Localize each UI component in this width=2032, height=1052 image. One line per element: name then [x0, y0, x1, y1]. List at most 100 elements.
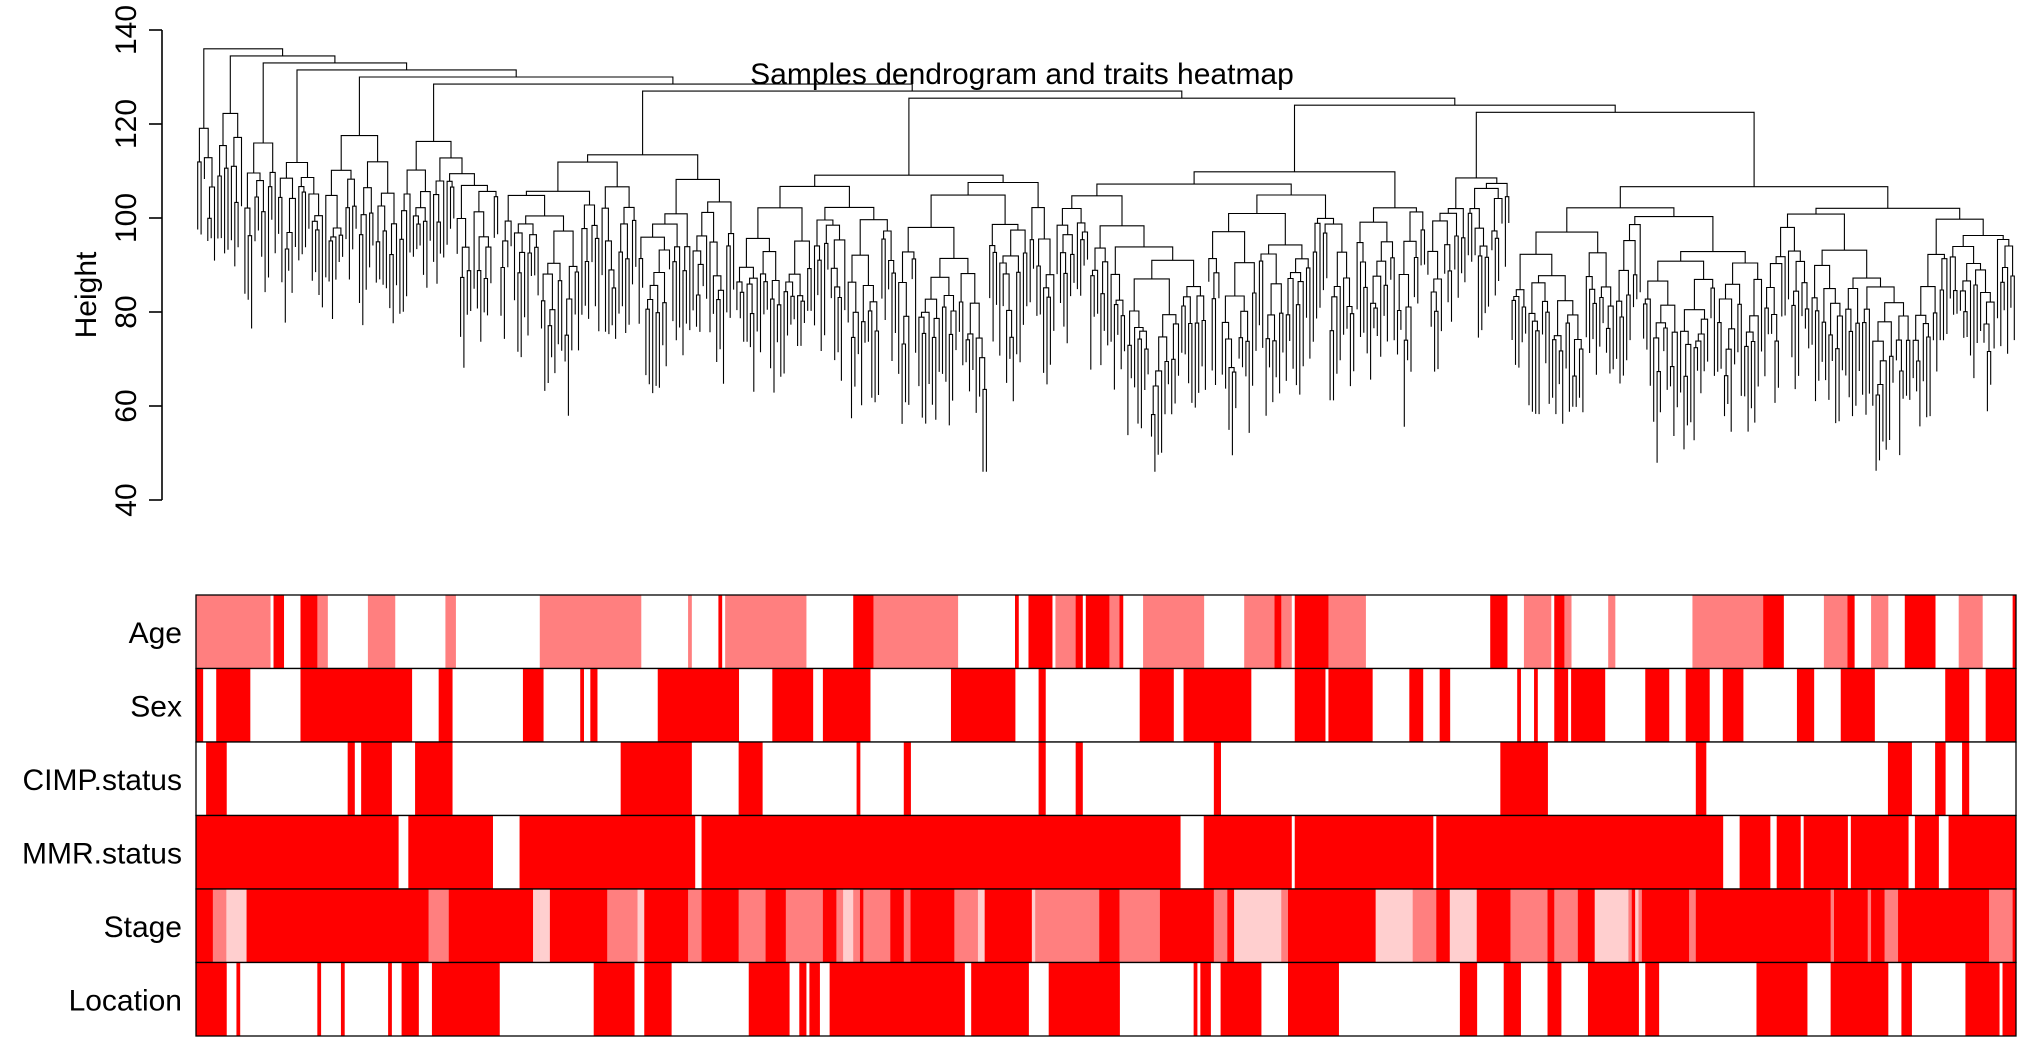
heatmap-cell	[226, 889, 247, 963]
heatmap-cell	[1281, 595, 1292, 669]
trait-label: CIMP.status	[22, 764, 182, 797]
heatmap-cell	[1183, 668, 1252, 742]
heatmap-cell	[1638, 889, 1643, 963]
heatmap-cell	[1763, 595, 1784, 669]
heatmap-cell	[1884, 889, 1899, 963]
heatmap-cell	[637, 889, 645, 963]
trait-label: Location	[69, 984, 182, 1017]
heatmap-cell	[1281, 889, 1289, 963]
heatmap-cell	[829, 962, 965, 1036]
heatmap-cell	[859, 889, 864, 963]
heatmap-cell	[428, 889, 450, 963]
heatmap-cell	[1776, 815, 1801, 889]
y-axis-label: Height	[70, 251, 103, 338]
heatmap-cell	[1510, 889, 1548, 963]
heatmap-cell	[853, 595, 874, 669]
heatmap-cell	[1055, 595, 1077, 669]
heatmap-cell	[1577, 889, 1596, 963]
heatmap-cell	[765, 889, 787, 963]
heatmap-cell	[688, 595, 692, 669]
heatmap-cell	[1645, 962, 1660, 1036]
heatmap-cell	[1409, 668, 1424, 742]
heatmap-cell	[1038, 742, 1046, 816]
heatmap-cell	[950, 668, 1016, 742]
heatmap-cell	[1867, 889, 1872, 963]
heatmap-cell	[1328, 668, 1373, 742]
heatmap-cell	[1203, 815, 1292, 889]
trait-row: Location	[69, 961, 2017, 1037]
heatmap-cell	[809, 962, 820, 1036]
heatmap-cell	[903, 742, 911, 816]
heatmap-cell	[822, 889, 837, 963]
y-tick-label: 40	[110, 483, 143, 516]
heatmap-cell	[1645, 668, 1670, 742]
heatmap-cell	[519, 815, 696, 889]
trait-row: Stage	[104, 888, 2017, 964]
trait-label: MMR.status	[22, 837, 182, 870]
heatmap-cell	[1898, 889, 1990, 963]
heatmap-cell	[644, 889, 689, 963]
chart-title: Samples dendrogram and traits heatmap	[750, 58, 1294, 91]
heatmap-cell	[1901, 962, 1912, 1036]
heatmap-cell	[1547, 962, 1562, 1036]
heatmap-cell	[748, 962, 790, 1036]
heatmap-cell	[1159, 889, 1215, 963]
y-axis: 40 60 80 100 120 140	[110, 5, 163, 517]
heatmap-cell	[1028, 595, 1053, 669]
heatmap-cell	[388, 962, 392, 1036]
heatmap-cell	[1985, 668, 2017, 742]
traits-heatmap: Age Sex CIMP.status MMR.status Stage Location	[22, 594, 2017, 1037]
heatmap-cell	[1220, 962, 1262, 1036]
heatmap-cell	[977, 889, 986, 963]
heatmap-cell	[822, 668, 871, 742]
heatmap-cell	[725, 595, 807, 669]
heatmap-cell	[701, 815, 1181, 889]
heatmap-cell	[1109, 595, 1120, 669]
trait-label: Age	[129, 617, 182, 650]
heatmap-cell	[1554, 595, 1565, 669]
heatmap-cell	[212, 889, 227, 963]
heatmap-cell	[1830, 889, 1835, 963]
heatmap-cell	[1834, 889, 1869, 963]
y-tick-label: 100	[110, 193, 143, 243]
heatmap-cell	[1904, 595, 1936, 669]
heatmap-cell	[1294, 668, 1326, 742]
heatmap-cell	[246, 889, 429, 963]
heatmap-cell	[1564, 595, 1572, 669]
heatmap-cell	[954, 889, 979, 963]
heatmap-cell	[1871, 889, 1885, 963]
y-tick-label: 140	[110, 5, 143, 55]
heatmap-cell	[196, 889, 214, 963]
heatmap-cell	[1965, 962, 2000, 1036]
heatmap-cell	[196, 815, 399, 889]
heatmap-cell	[1412, 889, 1437, 963]
heatmap-cell	[1871, 595, 1889, 669]
heatmap-cell	[593, 962, 635, 1036]
heatmap-cell	[1294, 815, 1434, 889]
trait-row-background	[196, 668, 2016, 742]
heatmap-cell	[1244, 595, 1275, 669]
heatmap-cell	[1840, 668, 1875, 742]
heatmap-cell	[196, 962, 227, 1036]
trait-row-background	[196, 742, 2016, 816]
heatmap-cell	[1234, 889, 1282, 963]
dendrogram-branches	[197, 48, 2015, 472]
heatmap-cell	[2012, 889, 2017, 963]
heatmap-cell	[1099, 889, 1120, 963]
heatmap-cell	[448, 889, 534, 963]
heatmap-cell	[445, 595, 456, 669]
heatmap-cell	[1503, 962, 1521, 1036]
heatmap-cell	[549, 889, 608, 963]
heatmap-cell	[1459, 962, 1478, 1036]
heatmap-cell	[1685, 668, 1710, 742]
heatmap-cell	[273, 595, 285, 669]
trait-label: Stage	[104, 911, 182, 944]
heatmap-cell	[236, 962, 241, 1036]
heatmap-cell	[1294, 595, 1329, 669]
heatmap-cell	[738, 742, 763, 816]
heatmap-cell	[522, 668, 544, 742]
heatmap-cell	[1193, 962, 1198, 1036]
heatmap-cell	[1554, 668, 1569, 742]
heatmap-cell	[1476, 889, 1511, 963]
heatmap-cell	[1375, 889, 1414, 963]
